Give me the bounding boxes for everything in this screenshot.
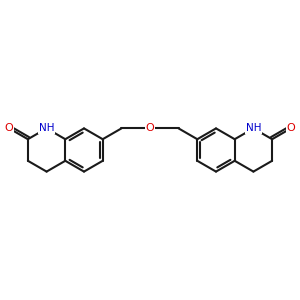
Text: O: O — [5, 123, 14, 134]
Text: O: O — [286, 123, 295, 134]
Text: NH: NH — [246, 123, 261, 134]
Text: NH: NH — [39, 123, 54, 134]
Text: O: O — [146, 123, 154, 134]
